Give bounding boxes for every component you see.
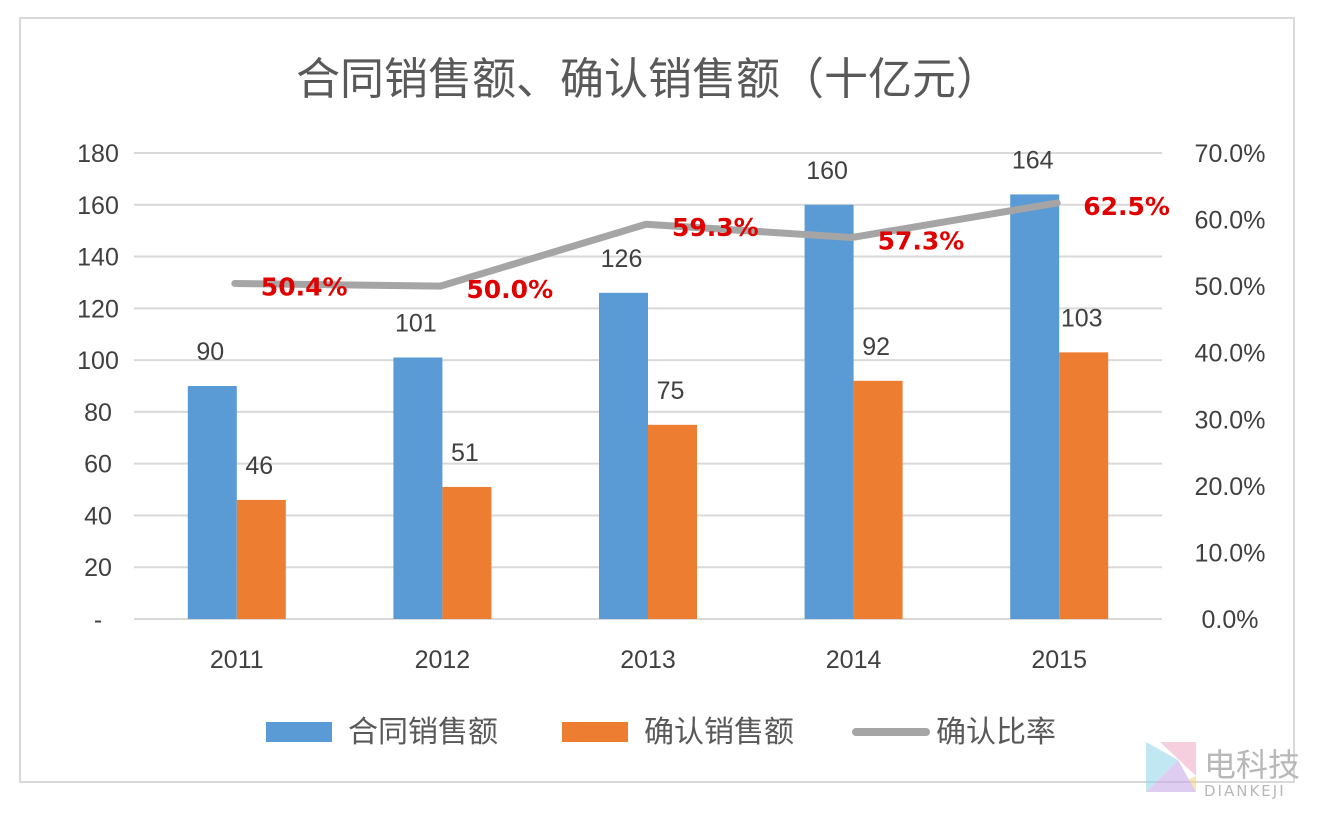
- ratio-value-label: 50.0%: [466, 275, 553, 304]
- bar-value-label: 75: [657, 377, 685, 405]
- bar-value-label: 51: [451, 439, 479, 467]
- bar-recognized-sales: [853, 380, 903, 619]
- bar-recognized-sales: [1059, 352, 1109, 619]
- bar-value-label: 90: [196, 338, 224, 366]
- right-axis-tick-label: 60.0%: [1195, 207, 1266, 235]
- left-axis-tick-label: 20: [84, 554, 112, 582]
- right-axis-tick-label: 0.0%: [1202, 606, 1259, 634]
- left-axis-tick-label: 180: [77, 140, 119, 168]
- legend-label-ratio: 确认比率: [936, 715, 1056, 750]
- ratio-value-label: 50.4%: [261, 272, 348, 301]
- bar-contract-sales: [599, 292, 648, 619]
- ratio-line: [231, 199, 1061, 290]
- ratio-value-label: 57.3%: [878, 227, 965, 256]
- ratio-line-group: [231, 199, 1061, 290]
- bar-value-label: 164: [1012, 146, 1054, 174]
- bar-value-label: 126: [601, 245, 643, 273]
- category-label: 2012: [415, 646, 471, 674]
- left-axis-tick-label: 160: [77, 192, 119, 220]
- left-axis-tick-label: 60: [84, 451, 112, 479]
- bar-value-label: 101: [395, 310, 437, 338]
- watermark-text: 电科技: [1204, 746, 1300, 784]
- left-axis-tick-label: 100: [77, 347, 119, 375]
- left-axis-tick-label: 120: [77, 295, 119, 323]
- right-axis-tick-label: 10.0%: [1195, 539, 1266, 567]
- legend-swatch-recognized: [562, 722, 628, 742]
- right-axis-tick-label: 40.0%: [1195, 340, 1266, 368]
- left-axis-tick-label: -: [94, 606, 102, 634]
- ratio-value-label: 62.5%: [1083, 192, 1170, 221]
- watermark: 电科技 DIANKEJI: [1146, 742, 1300, 800]
- left-axis-tick-label: 140: [77, 244, 119, 272]
- right-axis-tick-label: 50.0%: [1195, 273, 1266, 301]
- bar-contract-sales: [804, 204, 854, 619]
- axis-labels: - 20 40 60 80 100 120 140 160 180 0.0% 10.0% 20.0% 30…: [77, 140, 1265, 674]
- legend-label-recognized: 确认销售额: [644, 715, 794, 750]
- watermark-logo-icon: [1146, 742, 1196, 792]
- left-axis-tick-label: 40: [84, 502, 112, 530]
- grid-lines: [134, 152, 1162, 620]
- left-axis-tick-label: 80: [84, 399, 112, 427]
- bar-value-label: 92: [862, 333, 890, 361]
- bar-contract-sales: [1010, 194, 1060, 619]
- chart-title: 合同销售额、确认销售额（十亿元）: [296, 54, 1000, 105]
- bar-contract-sales: [393, 357, 443, 619]
- legend: 合同销售额 确认销售额 确认比率: [266, 715, 1056, 750]
- bar-recognized-sales: [236, 499, 286, 619]
- watermark-subtext: DIANKEJI: [1204, 782, 1286, 800]
- bar-recognized-sales: [648, 424, 697, 619]
- category-label: 2015: [1031, 646, 1087, 674]
- bar-value-label: 160: [806, 157, 848, 185]
- category-label: 2013: [620, 646, 676, 674]
- category-label: 2011: [210, 646, 264, 674]
- right-axis-tick-label: 30.0%: [1195, 406, 1266, 434]
- legend-swatch-contract: [266, 722, 332, 742]
- category-label: 2014: [826, 646, 882, 674]
- data-labels: 90 101 126 160 164 46 51 75 92 103 50.4% 50.0% 59.3%…: [196, 146, 1170, 479]
- bar-contract-sales: [187, 386, 237, 619]
- bar-value-label: 103: [1061, 304, 1103, 332]
- bar-value-label: 46: [245, 452, 273, 480]
- ratio-value-label: 59.3%: [672, 213, 759, 242]
- legend-label-contract: 合同销售额: [348, 715, 498, 750]
- right-axis-tick-label: 20.0%: [1195, 473, 1266, 501]
- right-axis-tick-label: 70.0%: [1195, 140, 1266, 168]
- bar-recognized-sales: [442, 486, 492, 619]
- bars: [187, 194, 1109, 619]
